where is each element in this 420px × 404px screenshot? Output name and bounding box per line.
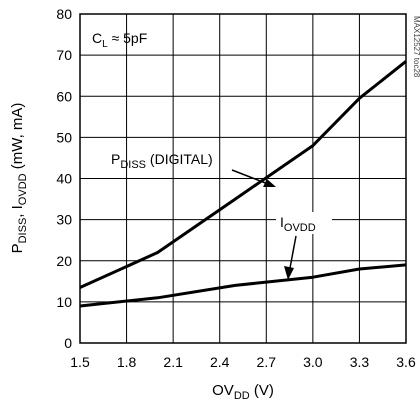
series-label-iovdd-bg xyxy=(276,212,332,234)
x-axis-title-main: OV xyxy=(212,382,234,399)
y-tick-label: 30 xyxy=(56,212,72,228)
x-tick-label: 2.7 xyxy=(257,354,277,370)
series-label-iovdd-sub: OVDD xyxy=(284,222,316,234)
x-tick-label: 1.8 xyxy=(117,354,137,370)
y-tick-label: 60 xyxy=(56,88,72,104)
condition-text: ≈ 5pF xyxy=(108,30,148,46)
series-label-pdiss-arrowhead xyxy=(263,179,276,187)
series-label-iovdd-main: I xyxy=(280,214,284,230)
y-axis-title-mid: , I xyxy=(9,205,26,218)
series-label-pdiss-main: P xyxy=(111,151,120,167)
condition-annotation: CL ≈ 5pF xyxy=(92,30,147,50)
y-axis-title-sub1: DISS xyxy=(17,218,29,244)
condition-sub: L xyxy=(102,39,108,50)
series-label-iovdd: IOVDD xyxy=(276,212,332,280)
x-tick-label: 1.5 xyxy=(70,354,90,370)
x-tick-label: 2.1 xyxy=(163,354,183,370)
x-axis-title-unit: (V) xyxy=(250,382,274,399)
series-label-iovdd-leader xyxy=(289,235,297,269)
x-tick-label: 3.6 xyxy=(396,354,416,370)
series-label-pdiss-suffix: (DIGITAL) xyxy=(146,151,213,167)
watermark: MAX12527 toc28 xyxy=(412,16,420,78)
x-tick-label: 3.0 xyxy=(303,354,323,370)
x-axis-title: OVDD (V) xyxy=(212,382,274,402)
x-axis-title-sub: DD xyxy=(234,390,250,402)
y-tick-label: 40 xyxy=(56,171,72,187)
y-tick-label: 20 xyxy=(56,253,72,269)
svg-text:CL ≈ 5pF: CL ≈ 5pF xyxy=(92,30,147,50)
series-group xyxy=(79,60,407,308)
y-tick-label: 0 xyxy=(64,335,72,351)
x-tick-labels: 1.5 1.8 2.1 2.4 2.7 3.0 3.3 3.6 xyxy=(70,354,416,370)
svg-text:PDISS (DIGITAL): PDISS (DIGITAL) xyxy=(111,151,213,171)
x-tick-label: 2.4 xyxy=(210,354,230,370)
y-tick-label: 70 xyxy=(56,47,72,63)
series-line-1 xyxy=(79,263,407,308)
grid xyxy=(79,13,407,344)
y-tick-label: 10 xyxy=(56,294,72,310)
condition-prefix: C xyxy=(92,30,102,46)
y-axis-title: PDISS, IOVDD (mW, mA) xyxy=(9,103,29,254)
series-line-0 xyxy=(79,60,407,289)
y-tick-label: 80 xyxy=(56,6,72,22)
y-tick-labels: 0 10 20 30 40 50 60 70 80 xyxy=(56,6,72,351)
series-label-pdiss-sub: DISS xyxy=(120,159,146,171)
y-axis-title-unit: (mW, mA) xyxy=(9,103,26,174)
series-label-pdiss-leader xyxy=(231,169,269,185)
y-axis-title-main: P xyxy=(9,243,26,253)
y-tick-label: 50 xyxy=(56,129,72,145)
series-label-iovdd-arrowhead xyxy=(284,266,294,280)
plot-frame xyxy=(79,13,407,344)
x-tick-label: 3.3 xyxy=(350,354,370,370)
svg-text:IOVDD: IOVDD xyxy=(280,214,316,234)
y-axis-title-sub2: OVDD xyxy=(17,173,29,205)
series-label-pdiss: PDISS (DIGITAL) xyxy=(111,151,276,187)
